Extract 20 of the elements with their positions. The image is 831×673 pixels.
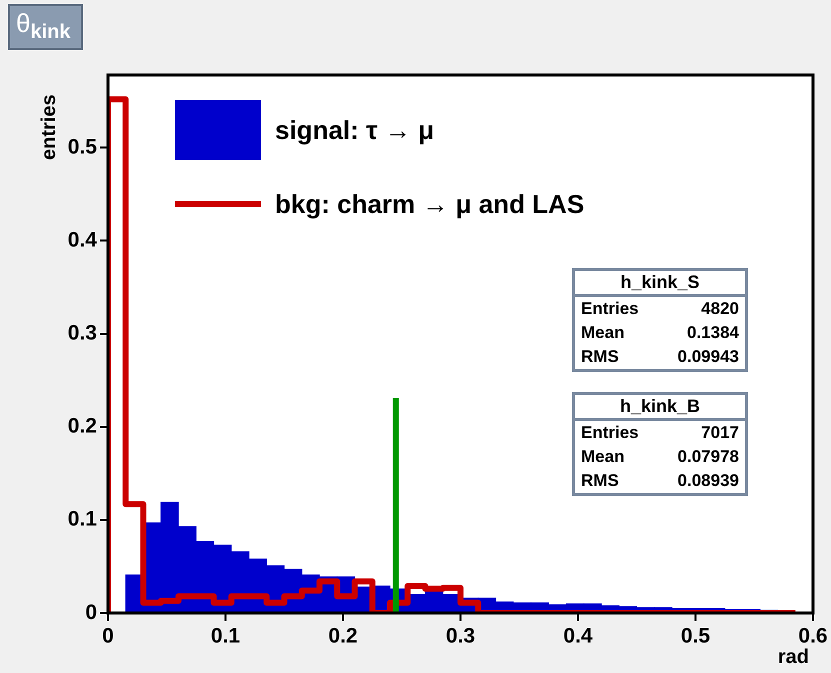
- x-tick-label: 0.6: [798, 624, 828, 648]
- stats-box: h_kink_S Entries 4820 Mean 0.1384 RMS 0.09943: [572, 268, 748, 372]
- y-tick-label: 0.1: [68, 508, 98, 531]
- y-tick-label: 0.3: [68, 322, 97, 345]
- chart-title: θ$_{kink}$: [8, 4, 82, 50]
- y-tick-label: 0.2: [68, 414, 97, 438]
- y-tick-label: 0.4: [68, 228, 98, 252]
- x-tick-label: 0.2: [328, 624, 358, 648]
- x-axis-title: rad: [778, 646, 809, 669]
- legend-label: bkg: charm → μ and LAS: [275, 188, 584, 220]
- x-tick-label: 0.1: [210, 624, 240, 648]
- stats-box: h_kink_B Entries 7017 Mean 0.07978 RMS 0.08939: [572, 392, 748, 496]
- x-tick-label: 0: [102, 624, 114, 648]
- x-tick-label: 0.4: [563, 624, 593, 648]
- y-tick-label: 0.5: [68, 135, 98, 158]
- y-tick-label: 0: [85, 600, 97, 624]
- x-tick-label: 0.5: [680, 624, 710, 648]
- y-axis-title: entries: [38, 94, 61, 160]
- x-tick-label: 0.3: [446, 624, 476, 648]
- legend-label: signal: τ → μ: [275, 114, 434, 146]
